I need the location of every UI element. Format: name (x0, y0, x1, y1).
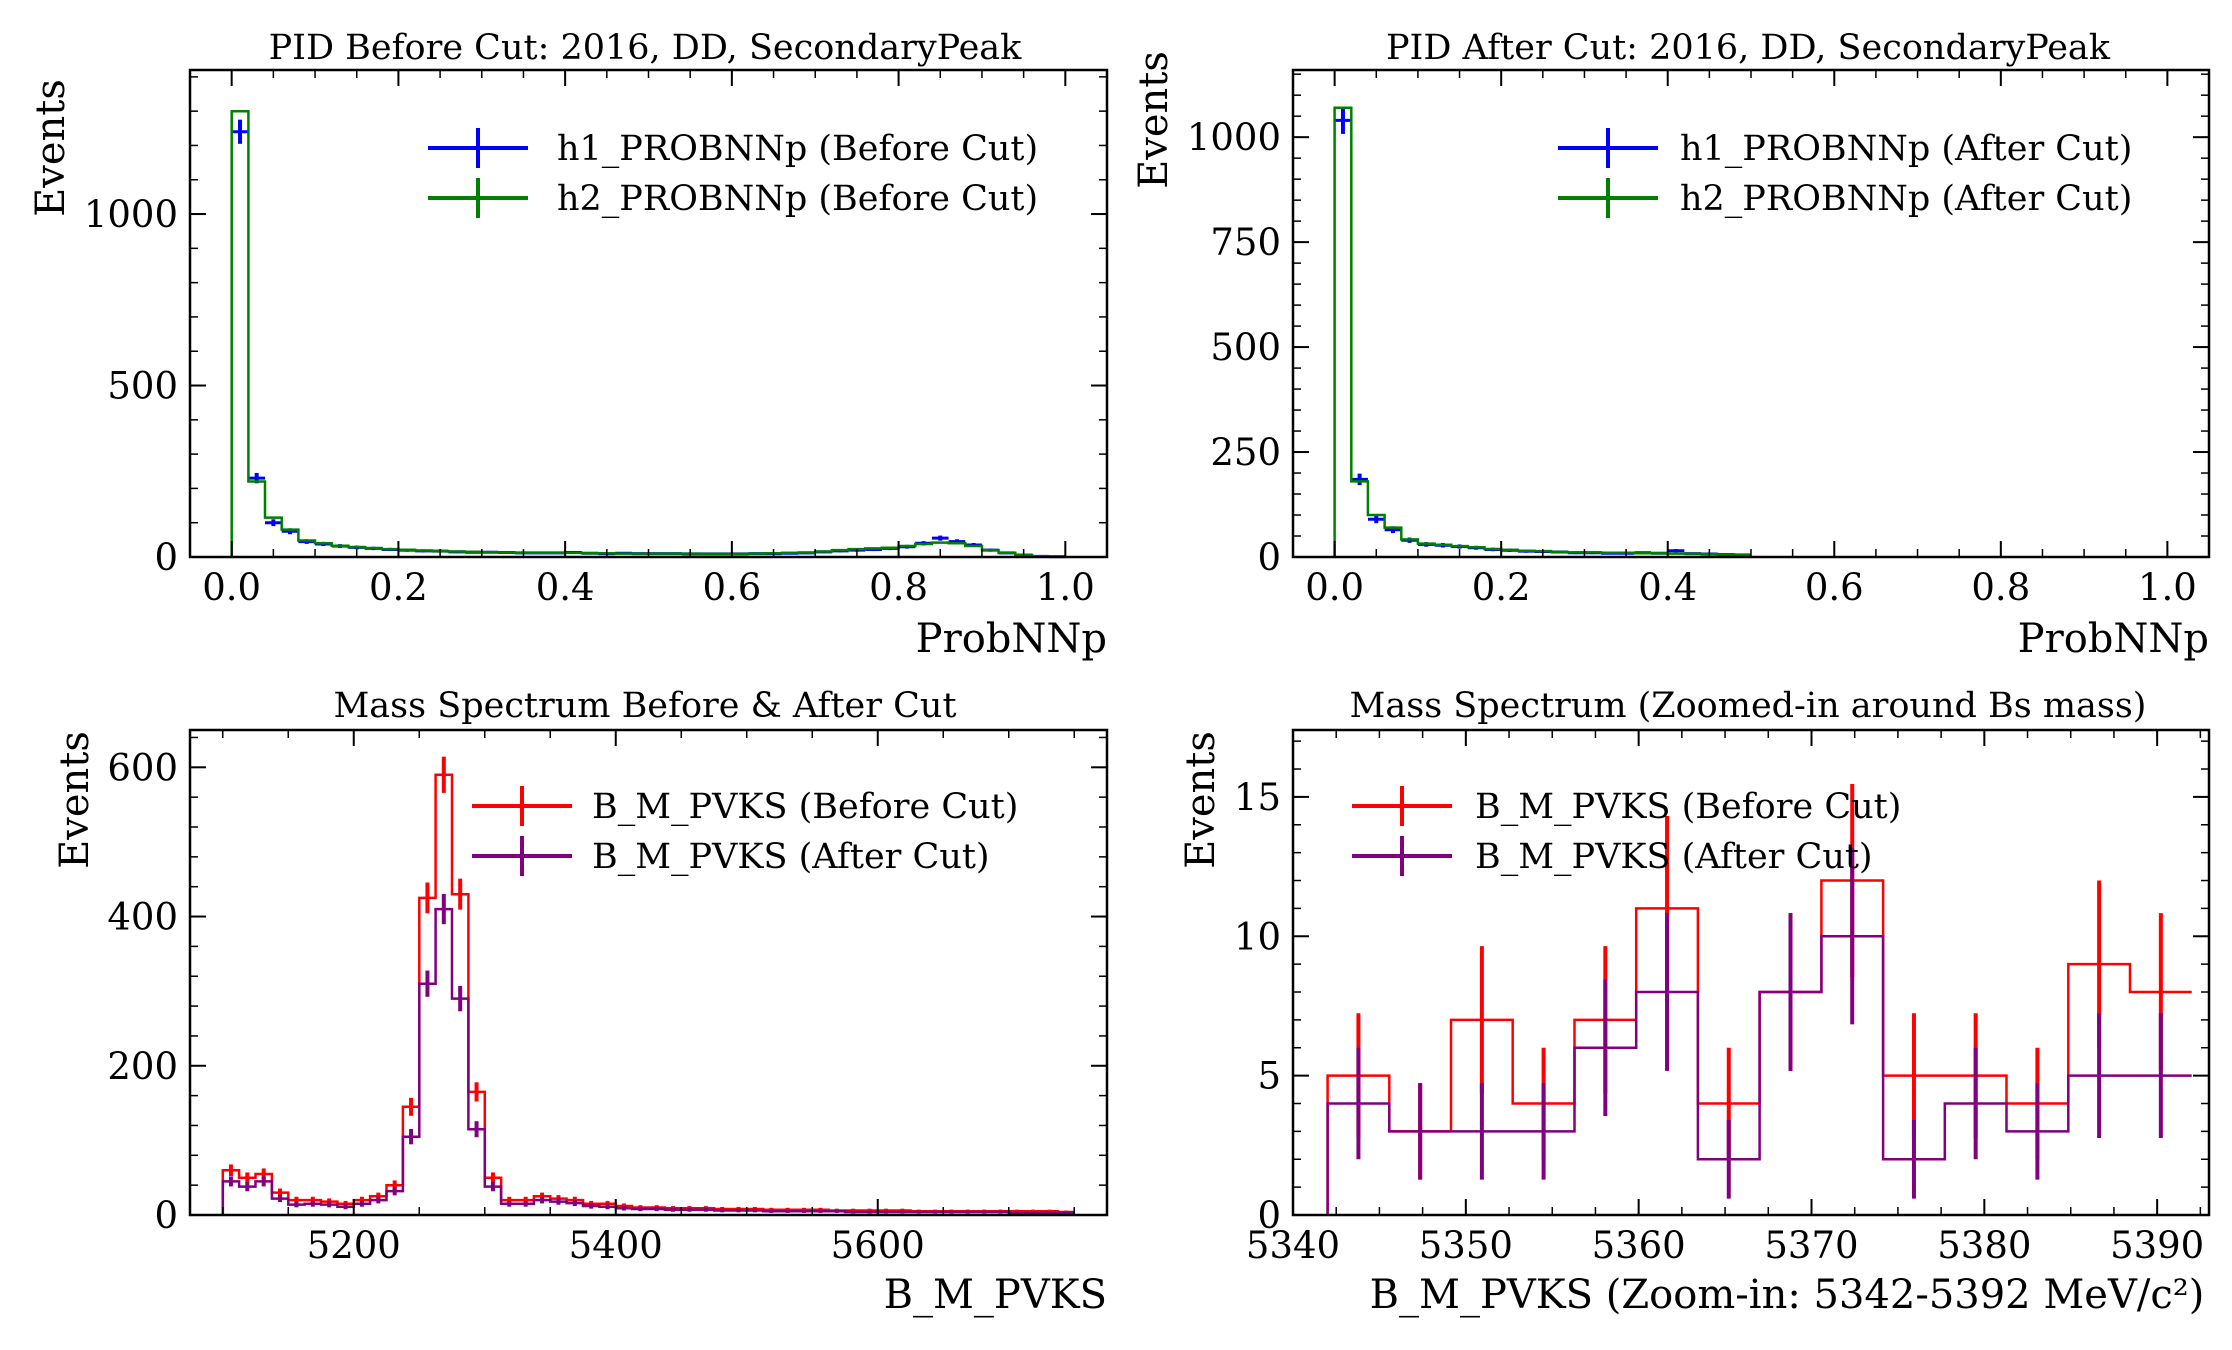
x-tick-label: 5380 (1937, 1224, 2031, 1267)
x-axis-label: ProbNNp (2018, 616, 2209, 662)
x-axis-label: ProbNNp (916, 616, 1107, 662)
x-tick-label: 1.0 (2138, 566, 2197, 609)
x-tick-label: 0.8 (1971, 566, 2030, 609)
x-axis-label: B_M_PVKS (Zoom-in: 5342-5392 MeV/c²) (1370, 1272, 2205, 1318)
panel-title: Mass Spectrum Before & After Cut (333, 686, 956, 726)
x-tick-label: 0.0 (1305, 566, 1364, 609)
y-tick-label: 200 (107, 1045, 178, 1088)
y-axis-label: Events (28, 79, 74, 217)
legend-label-h1: h1_PROBNNp (Before Cut) (557, 129, 1038, 169)
y-tick-label: 0 (1257, 536, 1281, 579)
x-tick-label: 1.0 (1036, 566, 1095, 609)
panel-title: Mass Spectrum (Zoomed-in around Bs mass) (1350, 686, 2147, 726)
series-step-1 (1326, 935, 2192, 1215)
y-tick-label: 0 (154, 1194, 178, 1237)
x-tick-label: 5400 (569, 1224, 663, 1267)
y-tick-label: 500 (1210, 326, 1281, 369)
panel-title: PID After Cut: 2016, DD, SecondaryPeak (1386, 28, 2111, 68)
panel-title: PID Before Cut: 2016, DD, SecondaryPeak (269, 28, 1023, 68)
legend-label-h1: h1_PROBNNp (After Cut) (1680, 129, 2132, 169)
x-tick-label: 5370 (1764, 1224, 1858, 1267)
legend: h1_PROBNNp (After Cut) h2_PROBNNp (After… (1558, 128, 2132, 219)
y-tick-label: 500 (107, 365, 178, 408)
x-tick-label: 5600 (831, 1224, 925, 1267)
x-tick-label: 0.4 (1638, 566, 1697, 609)
panel-mass-zoom: Mass Spectrum (Zoomed-in around Bs mass)… (1178, 686, 2211, 1318)
y-tick-label: 750 (1210, 221, 1281, 264)
legend: B_M_PVKS (Before Cut) B_M_PVKS (After Cu… (1352, 786, 1901, 877)
series-step-1 (221, 907, 1075, 1215)
y-tick-label: 1000 (1187, 116, 1281, 159)
x-tick-label: 0.0 (202, 566, 261, 609)
legend-label-h2: h2_PROBNNp (After Cut) (1680, 179, 2132, 219)
plot-frame (188, 728, 1109, 1217)
x-tick-label: 5360 (1592, 1224, 1686, 1267)
legend-label-h2: h2_PROBNNp (Before Cut) (557, 179, 1038, 219)
y-axis-label: Events (52, 731, 98, 869)
y-tick-label: 5 (1257, 1055, 1281, 1098)
legend-label-after: B_M_PVKS (After Cut) (592, 837, 990, 877)
panel-pid-before: PID Before Cut: 2016, DD, SecondaryPeak … (28, 28, 1109, 662)
x-tick-label: 5350 (1419, 1224, 1513, 1267)
legend: h1_PROBNNp (Before Cut) h2_PROBNNp (Befo… (428, 128, 1038, 219)
x-tick-label: 0.2 (369, 566, 428, 609)
x-tick-label: 0.6 (702, 566, 761, 609)
plot-frame (1291, 728, 2211, 1217)
plot-area: 5200 5400 5600 0 200 400 600 (107, 728, 1109, 1267)
y-axis-label: Events (1178, 731, 1224, 869)
y-tick-label: 0 (1257, 1194, 1281, 1237)
panel-mass-spectrum: Mass Spectrum Before & After Cut Events … (52, 686, 1109, 1318)
x-tick-label: 0.2 (1472, 566, 1531, 609)
y-tick-label: 600 (107, 746, 178, 789)
y-tick-label: 0 (154, 536, 178, 579)
x-tick-label: 0.8 (869, 566, 928, 609)
x-tick-label: 0.6 (1805, 566, 1864, 609)
series-step-1 (1333, 106, 1751, 557)
plot-area: 0.0 0.2 0.4 0.6 0.8 1.0 0 250 500 750 1000 (1187, 68, 2211, 609)
x-tick-label: 5200 (307, 1224, 401, 1267)
y-axis-label: Events (1131, 51, 1177, 189)
legend: B_M_PVKS (Before Cut) B_M_PVKS (After Cu… (472, 786, 1018, 877)
x-tick-label: 5390 (2110, 1224, 2204, 1267)
x-tick-label: 0.4 (536, 566, 595, 609)
legend-label-after: B_M_PVKS (After Cut) (1475, 837, 1873, 877)
y-tick-label: 10 (1234, 915, 1281, 958)
panel-pid-after: PID After Cut: 2016, DD, SecondaryPeak E… (1131, 28, 2211, 662)
legend-label-before: B_M_PVKS (Before Cut) (1475, 787, 1901, 827)
x-axis-label: B_M_PVKS (884, 1272, 1107, 1318)
y-tick-label: 250 (1210, 431, 1281, 474)
y-tick-label: 400 (107, 896, 178, 939)
y-tick-label: 15 (1234, 776, 1281, 819)
y-tick-label: 1000 (84, 193, 178, 236)
plot-area: 0.0 0.2 0.4 0.6 0.8 1.0 0 500 1000 (84, 68, 1109, 609)
x-tick-label: 5340 (1246, 1224, 1340, 1267)
legend-label-before: B_M_PVKS (Before Cut) (592, 787, 1018, 827)
plot-area: 5340 5350 5360 5370 5380 5390 0 5 10 15 (1234, 728, 2211, 1267)
